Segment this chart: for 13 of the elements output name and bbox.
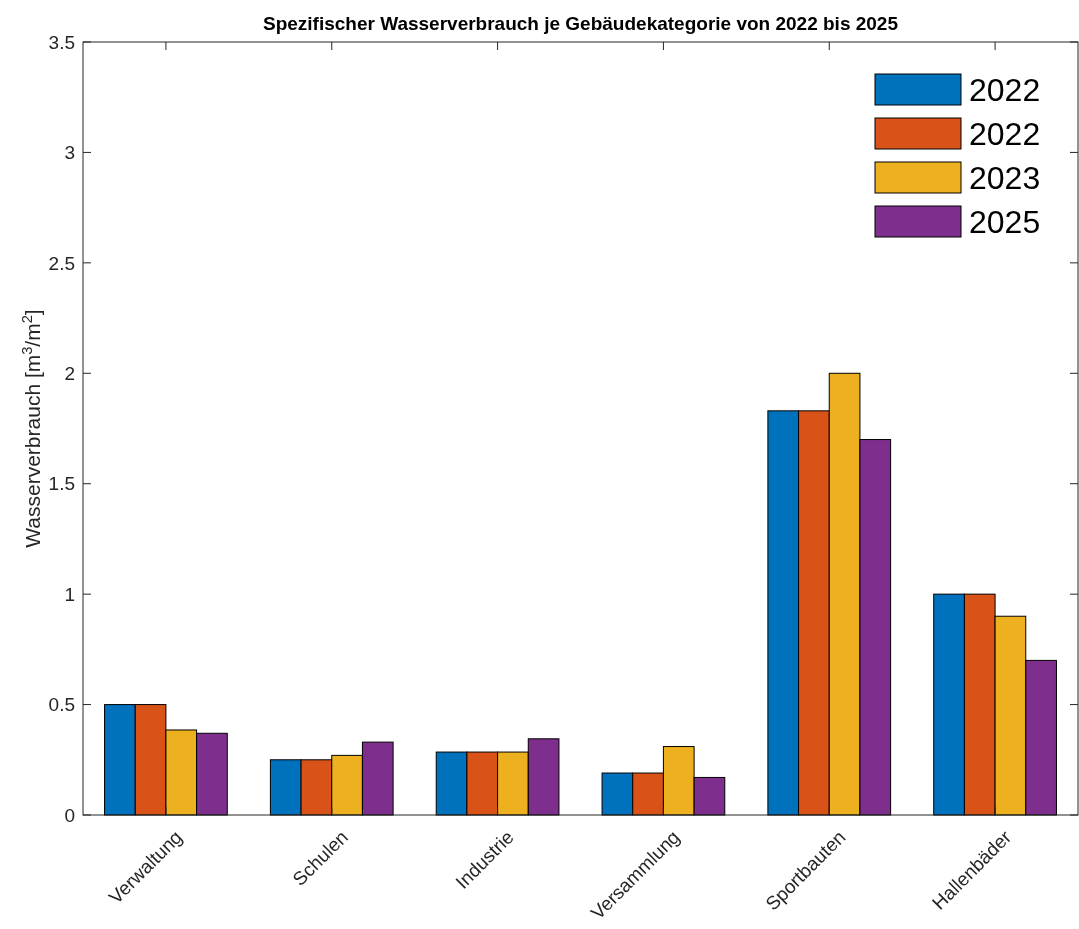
legend-label: 2022: [969, 116, 1041, 153]
chart-title: Spezifischer Wasserverbrauch je Gebäudekategorie von 2022 bis 2025: [262, 13, 899, 34]
y-tick-label: 1.5: [48, 473, 75, 495]
y-tick-label: 3.5: [48, 31, 75, 53]
y-tick-label: 1: [64, 583, 75, 605]
y-tick-label: 0.5: [48, 694, 75, 716]
y-tick-label: 2.5: [48, 252, 75, 274]
y-tick-label: 2: [64, 362, 75, 384]
legend-label: 2022: [969, 72, 1041, 109]
legend-label: 2025: [969, 204, 1041, 241]
y-tick-label: 0: [64, 804, 75, 826]
legend-label: 2023: [969, 160, 1041, 197]
y-tick-label: 3: [64, 142, 75, 164]
